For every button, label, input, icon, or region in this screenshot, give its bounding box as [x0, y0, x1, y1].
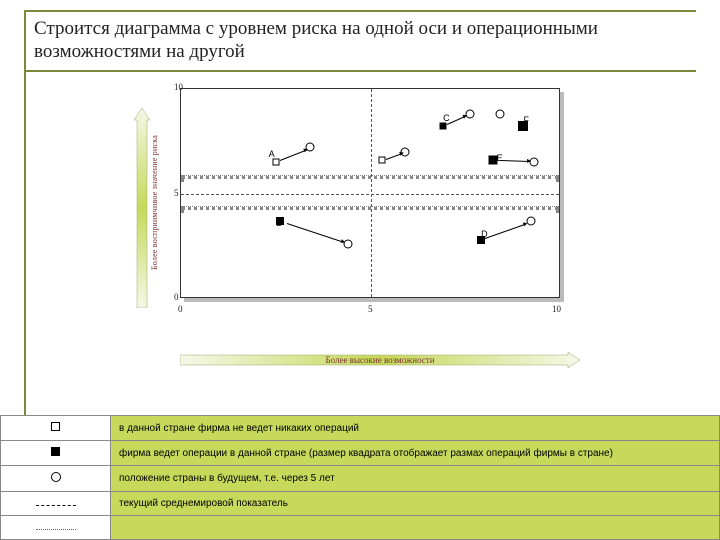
trend-arrow [500, 160, 530, 162]
point-future-circle [401, 147, 410, 156]
point-label: D [481, 229, 488, 239]
legend-symbol-dashed-line [1, 492, 111, 516]
legend-row-open-circle: положение страны в будущем, т.е. через 5… [1, 466, 720, 492]
legend-row-open-square: в данной стране фирма не ведет никаких о… [1, 416, 720, 441]
point-future-circle [306, 143, 315, 152]
risk-opportunity-chart: Более восприимчивое значение риска Более… [120, 78, 600, 338]
legend-text [111, 516, 720, 540]
border-top [24, 10, 696, 12]
legend-row-filled-square: фирма ведет операции в данной стране (ра… [1, 441, 720, 466]
grid-h-dotted [181, 206, 559, 210]
y-axis-label: Более восприимчивое значение риска [150, 118, 159, 288]
point-future-circle [344, 239, 353, 248]
legend-text: фирма ведет операции в данной стране (ра… [111, 441, 720, 466]
legend-symbol-filled-square [1, 441, 111, 466]
trend-arrow [287, 223, 344, 243]
x-tick-0: 0 [178, 304, 183, 314]
legend-table: в данной стране фирма не ведет никаких о… [0, 415, 720, 540]
legend-text: текущий среднемировой показатель [111, 492, 720, 516]
point-label: F [523, 115, 529, 125]
y-tick-0: 0 [174, 292, 179, 302]
point-label: E [497, 153, 503, 163]
legend-symbol-open-circle [1, 466, 111, 492]
point-label: A [269, 149, 275, 159]
point-open-square [273, 159, 280, 166]
grid-h-dotted [181, 175, 559, 179]
point-future-circle [496, 109, 505, 118]
point-label: B [276, 218, 282, 228]
point-future-circle [526, 216, 535, 225]
point-label: C [443, 113, 450, 123]
legend-text: положение страны в будущем, т.е. через 5… [111, 466, 720, 492]
slide-title: Строится диаграмма с уровнем риска на од… [34, 18, 692, 64]
grid-h [181, 194, 559, 195]
legend-symbol-dotted-line [1, 516, 111, 540]
legend-row-dashed-line: текущий среднемировой показатель [1, 492, 720, 516]
trend-arrow [485, 223, 527, 239]
grid-v [371, 89, 372, 297]
point-future-circle [465, 109, 474, 118]
y-axis-arrow [134, 108, 150, 308]
x-tick-5: 5 [368, 304, 373, 314]
legend-symbol-open-square [1, 416, 111, 441]
trend-arrow [280, 150, 307, 161]
legend-text: в данной стране фирма не ведет никаких о… [111, 416, 720, 441]
y-tick-10: 10 [174, 82, 183, 92]
legend-row-dotted-line [1, 516, 720, 540]
slide: Строится диаграмма с уровнем риска на од… [0, 0, 720, 540]
plot-area: A B C D E F [180, 88, 560, 298]
x-axis-arrow [180, 352, 580, 368]
point-open-square [379, 156, 386, 163]
title-underline [24, 70, 696, 72]
point-future-circle [530, 158, 539, 167]
x-tick-10: 10 [552, 304, 561, 314]
point-filled-square [440, 123, 447, 130]
y-tick-5: 5 [174, 188, 179, 198]
